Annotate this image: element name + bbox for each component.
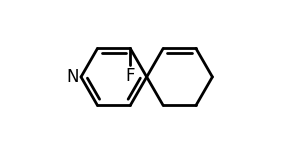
Text: N: N [66, 68, 79, 86]
Text: F: F [125, 67, 135, 85]
